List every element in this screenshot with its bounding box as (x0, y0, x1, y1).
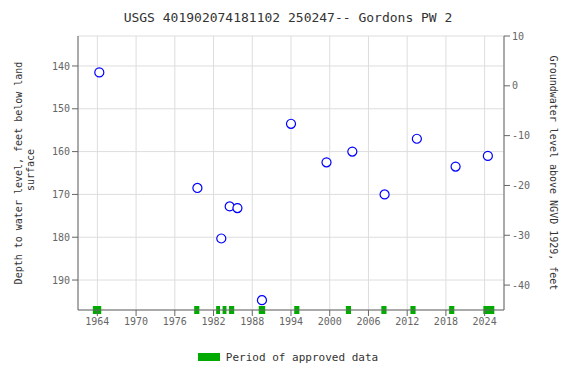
svg-text:Groundwater level above NGVD 1: Groundwater level above NGVD 1929, feet (548, 56, 559, 291)
svg-text:1994: 1994 (279, 316, 303, 327)
svg-text:-10: -10 (512, 130, 530, 141)
svg-text:1982: 1982 (201, 316, 225, 327)
svg-text:180: 180 (52, 232, 70, 243)
svg-text:190: 190 (52, 275, 70, 286)
svg-text:0: 0 (512, 80, 518, 91)
svg-text:Depth to water level, feet bel: Depth to water level, feet below land su… (13, 62, 36, 285)
svg-text:170: 170 (52, 189, 70, 200)
svg-text:2000: 2000 (318, 316, 342, 327)
svg-text:10: 10 (512, 31, 524, 42)
svg-text:1988: 1988 (240, 316, 264, 327)
svg-text:150: 150 (52, 103, 70, 114)
svg-text:1970: 1970 (124, 316, 148, 327)
svg-text:1964: 1964 (85, 316, 109, 327)
svg-text:2024: 2024 (473, 316, 497, 327)
html-text:USGS 401902074181102 250247--: USGS 401902074181102 250247-- Gordons PW… (123, 10, 453, 25)
svg-text:160: 160 (52, 146, 70, 157)
html-text:Period of approved data: Period of approved data (225, 350, 379, 364)
svg-text:-30: -30 (512, 230, 530, 241)
svg-text:2018: 2018 (434, 316, 458, 327)
svg-text:2012: 2012 (395, 316, 419, 327)
svg-text:140: 140 (52, 61, 70, 72)
svg-text:-20: -20 (512, 180, 530, 191)
svg-text:-40: -40 (512, 280, 530, 291)
svg-text:1976: 1976 (163, 316, 187, 327)
svg-text:2006: 2006 (356, 316, 380, 327)
